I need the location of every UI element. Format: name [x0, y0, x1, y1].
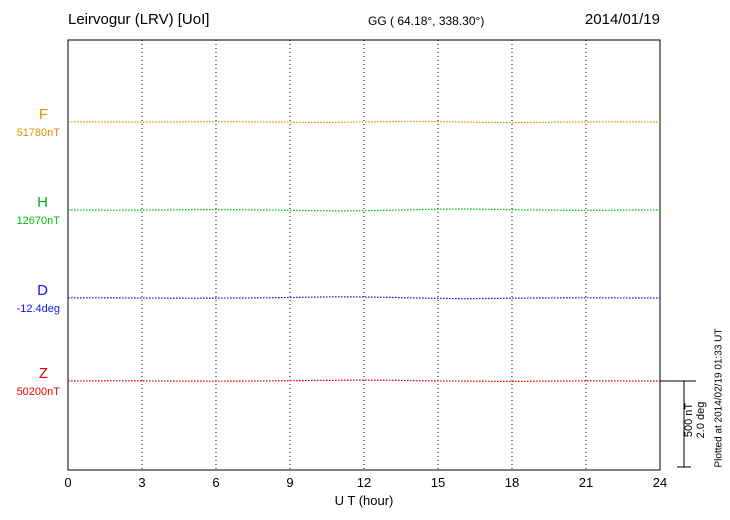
x-tick-label: 3	[138, 475, 146, 490]
x-tick-label: 0	[64, 475, 72, 490]
x-axis-label: U T (hour)	[334, 493, 394, 508]
station-title: Leirvogur (LRV) [UoI]	[68, 11, 210, 28]
date-label: 2014/01/19	[584, 11, 660, 28]
channel-name-Z: Z	[38, 365, 48, 382]
channel-name-F: F	[38, 106, 48, 123]
x-tick-label: 6	[212, 475, 220, 490]
scale-bar-deg-label: 2.0 deg	[695, 401, 707, 439]
x-tick-label: 9	[286, 475, 294, 490]
plotted-timestamp-note: Plotted at 2014/02/19 01:33 UT	[713, 328, 725, 468]
channel-baseline-Z: 50200nT	[16, 386, 60, 398]
x-tick-label: 21	[578, 475, 594, 490]
x-tick-label: 12	[356, 475, 372, 490]
channel-baseline-F: 51780nT	[16, 127, 60, 139]
channel-name-H: H	[37, 194, 48, 211]
x-tick-label: 15	[430, 475, 446, 490]
x-tick-label: 18	[504, 475, 520, 490]
geographic-coordinates: GG ( 64.18°, 338.30°)	[368, 14, 485, 28]
channel-baseline-D: -12.4deg	[16, 303, 60, 315]
channel-baseline-H: 12670nT	[16, 215, 60, 227]
x-tick-label: 24	[652, 475, 668, 490]
channel-name-D: D	[37, 282, 48, 299]
scale-bar-nt-label: 500 nT	[683, 402, 695, 438]
